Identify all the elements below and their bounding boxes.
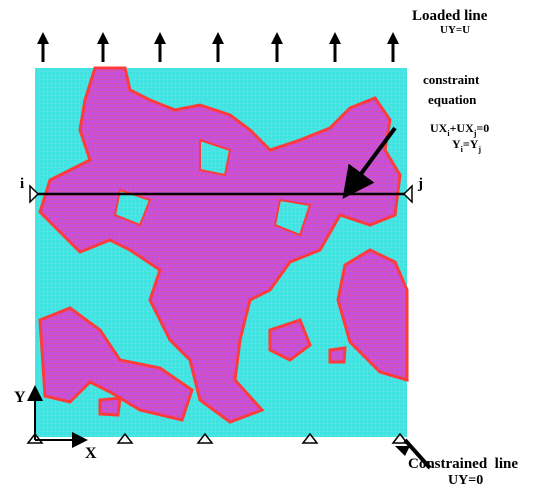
node-label: j [417,176,423,192]
axis-label: X [85,445,97,462]
loaded-line-condition: UY=U [440,24,470,36]
constraint-title: equation [428,92,477,107]
arrow-heads [37,32,399,44]
pointer-head [395,446,410,456]
equation: Yi=Yj [452,137,481,154]
equation: UXi+UXj=0 [430,121,489,138]
constrained-line-title: Constrained line [408,456,518,472]
eq-part: =Y [463,137,479,151]
constrained-line-condition: UY=0 [448,473,483,488]
diagram: Loaded line UY=U constraint equation UXi… [0,0,552,490]
eq-part: UX [430,121,448,135]
eq-part: =0 [476,121,489,135]
eq-part: Y [452,137,461,151]
eq-sub: j [477,145,481,154]
eq-part: +UX [450,121,475,135]
constraint-title: constraint [423,72,480,87]
axis-label: Y [14,389,26,406]
loaded-line-title: Loaded line [412,8,488,24]
node-label: i [20,176,24,192]
